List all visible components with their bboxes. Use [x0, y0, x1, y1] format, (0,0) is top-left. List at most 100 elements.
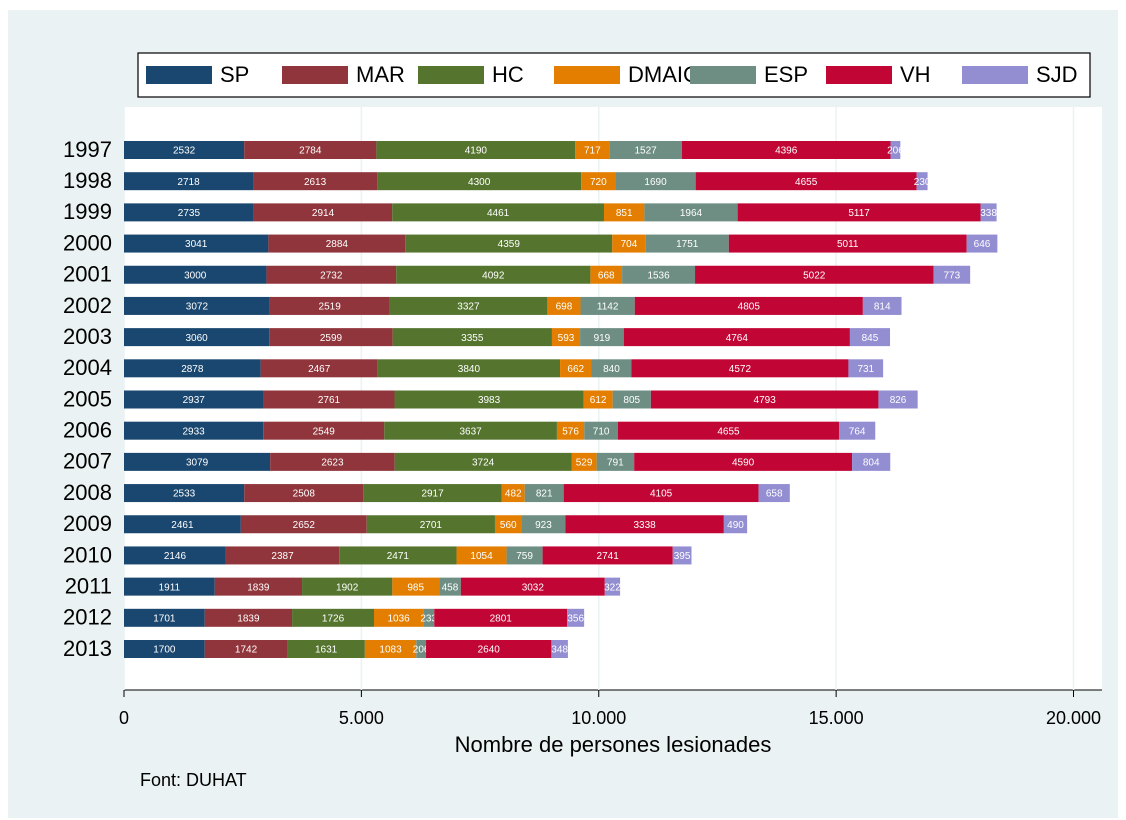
bar-segment: [124, 640, 205, 658]
bar-segment: [263, 390, 395, 409]
data-label: 3000: [184, 270, 207, 281]
data-label: 2533: [173, 489, 196, 500]
data-label: 2718: [177, 177, 200, 188]
bar-segment: [214, 577, 303, 596]
data-label: 4461: [487, 208, 510, 219]
legend-swatch: [826, 66, 892, 84]
bar-segment: [124, 296, 270, 315]
bar-segment: [728, 234, 967, 253]
bar-segment: [521, 515, 566, 534]
bar-segment: [571, 452, 597, 471]
data-label: 1964: [680, 208, 703, 219]
bar-segment: [838, 421, 876, 440]
legend-swatch: [690, 66, 756, 84]
bar-segment: [366, 515, 495, 534]
data-label: 5022: [803, 270, 826, 281]
bar-segment: [392, 203, 604, 222]
y-tick-label: 2012: [63, 605, 112, 630]
bar-segment: [124, 203, 254, 222]
bar-segment: [204, 608, 293, 627]
legend-swatch: [554, 66, 620, 84]
data-label: 3840: [458, 364, 481, 375]
bar-segment: [933, 265, 971, 284]
data-label: 560: [500, 520, 517, 531]
bar-segment: [270, 452, 395, 471]
bar-segment: [591, 359, 632, 378]
data-label: 593: [558, 333, 575, 344]
legend-label: ESP: [764, 62, 808, 87]
bar-segment: [852, 452, 891, 471]
data-label: 2735: [178, 208, 201, 219]
bar-segment: [124, 484, 245, 503]
data-label: 791: [607, 458, 624, 469]
bar-segment: [565, 515, 724, 534]
data-label: 1527: [634, 146, 657, 157]
data-label: 1054: [470, 551, 493, 562]
data-label: 482: [505, 489, 522, 500]
bar-segment: [268, 234, 406, 253]
data-label: 840: [603, 364, 620, 375]
y-tick-label: 1998: [63, 168, 112, 193]
bar-segment: [634, 296, 863, 315]
legend-label: SJD: [1036, 62, 1078, 87]
data-label: 764: [849, 426, 866, 437]
y-tick-label: 2011: [65, 573, 112, 598]
bar-segment: [376, 141, 576, 159]
bar-segment: [240, 515, 367, 534]
data-label: 3724: [472, 458, 495, 469]
bar-segment: [124, 546, 226, 565]
data-label: 731: [857, 364, 874, 375]
data-label: 3072: [186, 302, 209, 313]
bar-segment: [456, 546, 507, 565]
data-label: 230: [914, 177, 931, 188]
data-label: 2532: [173, 146, 196, 157]
bar-segment: [253, 203, 393, 222]
bar-segment: [758, 484, 790, 503]
bar-segment: [124, 234, 269, 253]
data-label: 1690: [644, 177, 667, 188]
bar-segment: [644, 203, 738, 222]
bar-segment: [560, 359, 592, 378]
y-tick-label: 2003: [63, 324, 112, 349]
data-label: 2732: [320, 270, 343, 281]
x-tick-label: 5.000: [339, 708, 384, 728]
bar-segment: [695, 172, 917, 191]
bar-segment: [501, 484, 525, 503]
bar-segment: [439, 577, 461, 596]
data-label: 395: [674, 551, 691, 562]
data-label: 2917: [421, 489, 444, 500]
bar-segment: [584, 421, 618, 440]
bar-segment: [396, 265, 591, 284]
bar-segment: [426, 640, 552, 658]
data-label: 3032: [522, 582, 545, 593]
data-label: 1742: [235, 645, 258, 656]
data-label: 2914: [312, 208, 335, 219]
data-label: 1726: [322, 613, 345, 624]
bar-segment: [260, 359, 378, 378]
data-label: 2387: [271, 551, 294, 562]
data-label: 2933: [182, 426, 205, 437]
data-label: 3983: [478, 395, 501, 406]
legend-swatch: [146, 66, 212, 84]
data-label: 2471: [387, 551, 410, 562]
data-label: 4396: [775, 146, 798, 157]
data-label: 805: [623, 395, 640, 406]
data-label: 2146: [164, 551, 187, 562]
bar-segment: [556, 421, 585, 440]
bar-segment: [623, 328, 850, 347]
bar-segment: [622, 265, 696, 284]
bar-segment: [617, 421, 839, 440]
data-label: 3637: [459, 426, 482, 437]
data-label: 2623: [321, 458, 344, 469]
bar-segment: [547, 296, 581, 315]
y-tick-label: 2002: [63, 293, 112, 318]
data-label: 4190: [465, 146, 488, 157]
bar-segment: [124, 421, 264, 440]
data-label: 804: [863, 458, 880, 469]
data-label: 4805: [738, 302, 761, 313]
data-label: 658: [766, 489, 783, 500]
bar-segment: [339, 546, 457, 565]
data-label: 985: [407, 582, 424, 593]
bar-segment: [124, 390, 264, 409]
